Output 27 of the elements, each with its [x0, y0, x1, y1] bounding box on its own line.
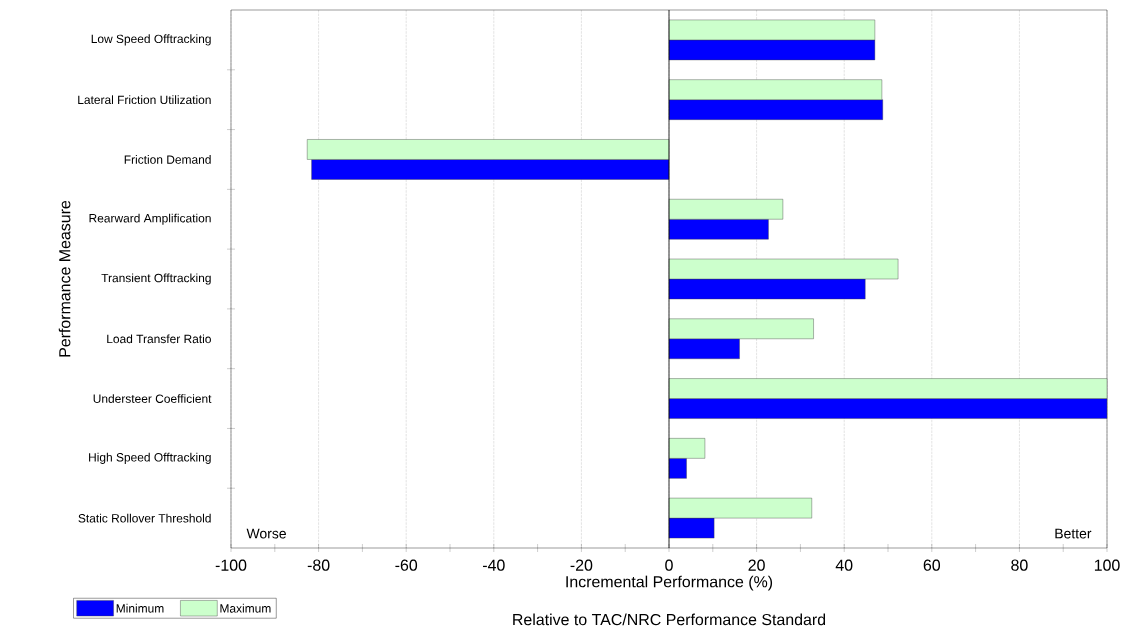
y-tick-label: Static Rollover Threshold — [78, 513, 211, 523]
y-axis-title: Performance Measure — [58, 200, 71, 357]
x-tick-label: -100 — [215, 559, 247, 571]
y-tick-label: Lateral Friction Utilization — [78, 95, 211, 105]
x-tick-label: -40 — [482, 559, 505, 571]
y-tick-label: Rearward Amplification — [89, 213, 211, 225]
x-tick-label: 40 — [835, 559, 853, 571]
annotation: Worse — [246, 528, 286, 539]
x-tick-label: 20 — [748, 559, 765, 571]
y-tick-label: Understeer Coefficient — [93, 394, 212, 403]
y-tick-label: Friction Demand — [124, 155, 211, 164]
text: Relative to TAC/NRC Performance Standard — [513, 613, 826, 626]
x-tick-label: -60 — [395, 559, 418, 571]
x-tick-label: 60 — [923, 559, 941, 571]
x-tick-label: 100 — [1094, 559, 1120, 571]
y-tick-label: Transient Offtracking — [101, 273, 211, 285]
x-axis-title: Incremental Performance (%) — [566, 575, 773, 591]
legend-label: Maximum — [220, 603, 271, 613]
y-tick-label: Low Speed Offtracking — [91, 34, 211, 46]
annotation: Better — [1055, 528, 1092, 539]
x-tick-label: -80 — [307, 559, 330, 571]
x-tick-label: 0 — [665, 559, 673, 571]
legend-label: Minimum — [116, 603, 164, 613]
x-tick-label: -20 — [570, 559, 593, 571]
y-tick-label: Load Transfer Ratio — [107, 334, 211, 344]
x-tick-label: 80 — [1011, 559, 1028, 571]
y-tick-label: High Speed Offtracking — [89, 452, 211, 464]
